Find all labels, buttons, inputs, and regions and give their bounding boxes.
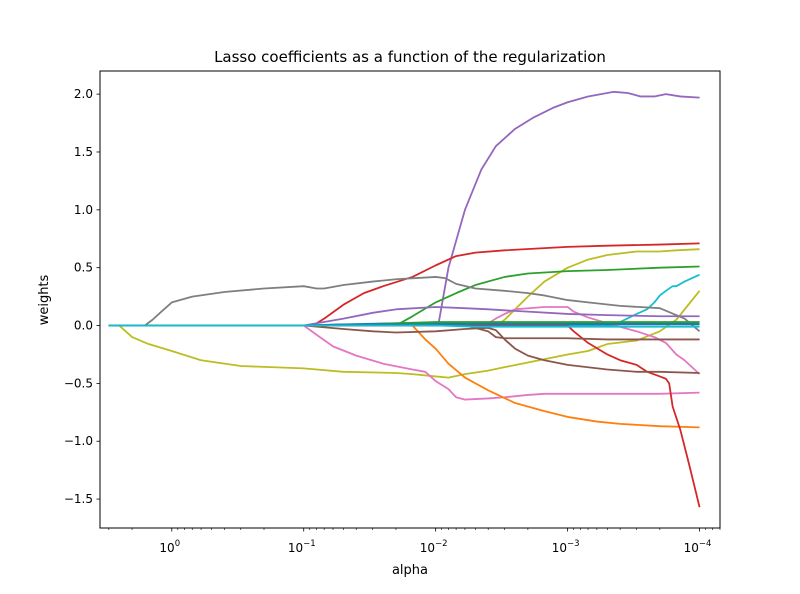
- x-tick-label: 10−4: [684, 539, 712, 555]
- x-tick-label: 10−1: [288, 539, 316, 555]
- series-line-8: [108, 324, 700, 401]
- y-tick-label: 0.0: [74, 319, 93, 333]
- chart-title: Lasso coefficients as a function of the …: [214, 48, 606, 66]
- y-tick-label: 1.5: [74, 145, 93, 159]
- y-tick-label: −1.5: [64, 492, 93, 506]
- series-line-14: [108, 306, 700, 327]
- y-axis-ticks: −1.5 −1.0 −0.5 0.0 0.5 1.0 1.5 2.0: [64, 87, 100, 506]
- series-line-12: [108, 324, 700, 374]
- series-line-10: [108, 324, 700, 429]
- y-tick-label: 0.5: [74, 261, 93, 275]
- series-line-9: [108, 306, 701, 375]
- y-axis-label: weights: [37, 274, 52, 325]
- x-axis-label: alpha: [392, 563, 428, 578]
- x-tick-label: 10−2: [420, 539, 448, 555]
- series-line-1: [108, 90, 700, 327]
- series-line-4: [108, 265, 700, 327]
- plot-frame: [99, 70, 721, 529]
- x-axis-ticks: 100 10−1 10−2 10−3 10−4: [108, 528, 721, 555]
- y-tick-label: 2.0: [74, 87, 93, 101]
- x-tick-label: 10−3: [552, 539, 580, 555]
- series-line-3: [108, 248, 700, 327]
- series-line-7: [108, 290, 701, 379]
- y-tick-label: −0.5: [64, 376, 93, 390]
- series-layer: [108, 90, 701, 508]
- series-line-18: [108, 324, 700, 328]
- series-line-2: [108, 242, 700, 327]
- series-line-6: [108, 276, 701, 333]
- y-tick-label: 1.0: [74, 203, 93, 217]
- y-tick-label: −1.0: [64, 434, 93, 448]
- x-tick-label: 100: [159, 539, 180, 555]
